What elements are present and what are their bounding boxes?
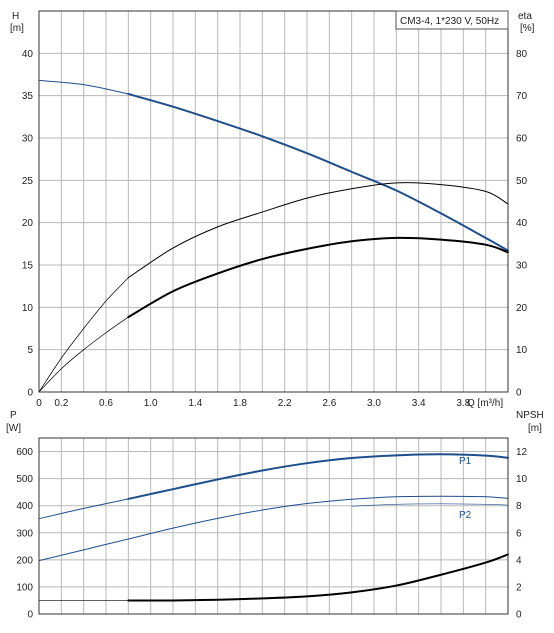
right-axis-tick-label: 2: [516, 582, 522, 593]
bottom-panel-curves: [38, 453, 509, 602]
right-axis-tick-label: 4: [516, 555, 522, 566]
bottom-panel-grid: [39, 438, 508, 614]
series-line: [127, 553, 509, 602]
left-axis-tick-label: 400: [16, 501, 33, 512]
legend-text: CM3-4, 1*230 V, 50Hz: [400, 16, 499, 27]
left-axis-tick-label: 300: [16, 528, 33, 539]
left-axis-tick-label: 40: [22, 49, 34, 60]
left-axis-tick-label: 20: [22, 218, 34, 229]
left-axis-tick-label: 30: [22, 134, 34, 145]
left-axis-tick-label: 25: [22, 176, 34, 187]
right-axis-tick-label: 40: [516, 218, 528, 229]
x-axis-tick-label: 1.8: [233, 398, 247, 409]
x-axis-tick-label: 3.4: [412, 398, 426, 409]
left-axis-tick-label: 200: [16, 555, 33, 566]
x-axis-tick-label: 0.2: [54, 398, 68, 409]
npsh-axis-label: NPSH: [516, 410, 544, 421]
p2-series-label: P2: [459, 510, 472, 521]
left-axis-tick-label: 15: [22, 261, 34, 272]
q-axis-label: Q [m³/h]: [467, 398, 503, 409]
x-axis-tick-label: 0.6: [99, 398, 113, 409]
left-axis-tick-label: 600: [16, 447, 33, 458]
series-line: [38, 498, 129, 520]
x-axis-tick-label: 1.4: [188, 398, 202, 409]
x-axis-tick-label: 1.0: [144, 398, 158, 409]
x-axis-tick-label: 2.2: [278, 398, 292, 409]
right-axis-tick-label: 8: [516, 501, 522, 512]
left-axis-tick-label: 10: [22, 303, 34, 314]
series-line: [127, 182, 509, 279]
right-axis-tick-label: 70: [516, 91, 528, 102]
top-panel-curves: [38, 79, 509, 393]
left-axis-tick-label: 100: [16, 582, 33, 593]
right-axis-tick-label: 10: [516, 474, 528, 485]
series-line: [351, 503, 509, 507]
right-axis-tick-label: 10: [516, 345, 528, 356]
eta-axis-label: eta: [518, 11, 532, 22]
top-panel-frame: [38, 10, 509, 393]
left-axis-tick-label: 500: [16, 474, 33, 485]
series-line: [38, 79, 129, 95]
right-axis-tick-label: 0: [516, 610, 522, 621]
right-axis-tick-label: 0: [516, 388, 522, 399]
p2-series-line: [38, 495, 509, 562]
left-axis-tick-label: 35: [22, 91, 34, 102]
right-axis-tick-label: 30: [516, 261, 528, 272]
x-axis-tick-label: 2.6: [322, 398, 336, 409]
p1-series-line: [127, 453, 509, 500]
right-axis-tick-label: 60: [516, 134, 528, 145]
x-axis-tick-label: 3.0: [367, 398, 381, 409]
h-axis-label: H: [12, 11, 19, 22]
left-axis-tick-label: 0: [27, 388, 33, 399]
series-line: [127, 236, 509, 319]
eta-axis-unit: [%]: [520, 23, 535, 34]
right-axis-tick-label: 12: [516, 447, 528, 458]
right-axis-tick-label: 50: [516, 176, 528, 187]
p-axis-unit: [W]: [6, 423, 21, 434]
top-panel-grid: [39, 11, 508, 392]
x-axis-tick-label: 3.8: [456, 398, 470, 409]
p-axis-label: P: [10, 410, 17, 421]
left-axis-tick-label: 0: [27, 610, 33, 621]
right-axis-tick-label: 20: [516, 303, 528, 314]
right-axis-tick-label: 80: [516, 49, 528, 60]
series-line: [38, 277, 129, 393]
h-axis-unit: [m]: [10, 23, 24, 34]
left-axis-tick-label: 5: [27, 345, 33, 356]
legend-box: [395, 10, 509, 30]
bottom-panel-frame: [38, 437, 509, 615]
right-axis-tick-label: 6: [516, 528, 522, 539]
npsh-axis-unit: [m]: [528, 423, 542, 434]
p1-series-label: P1: [459, 456, 472, 467]
series-line: [38, 316, 129, 393]
series-line: [127, 92, 509, 252]
x-axis-tick-label: 0: [36, 398, 42, 409]
